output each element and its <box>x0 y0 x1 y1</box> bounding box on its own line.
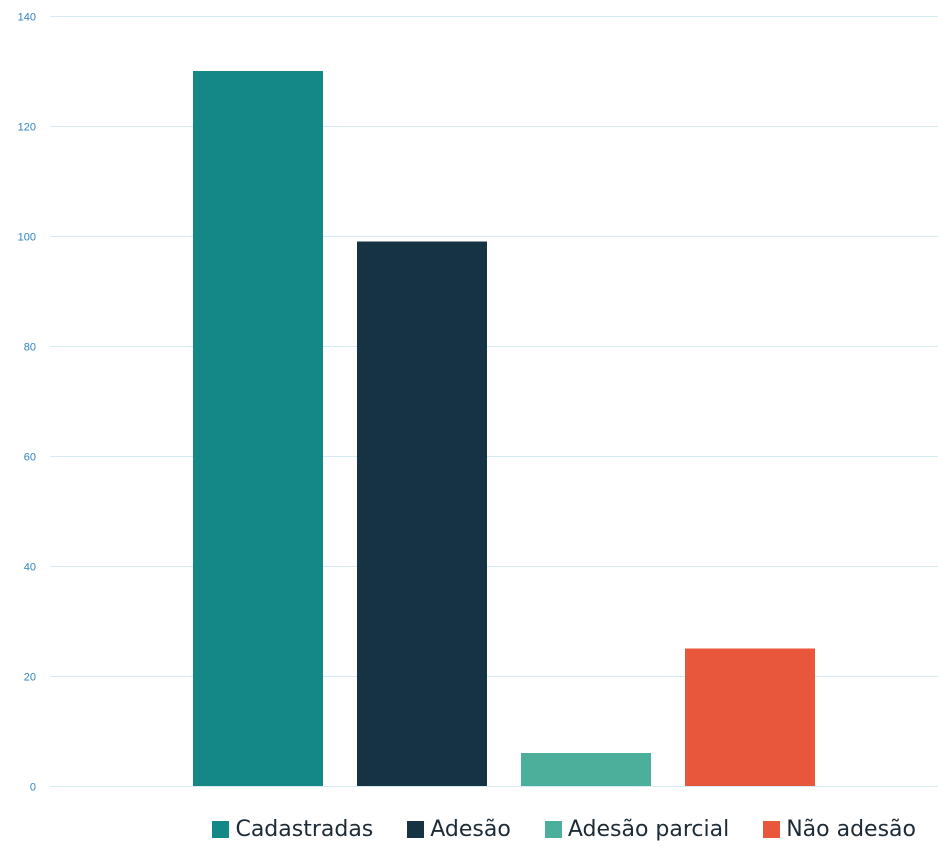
legend-swatch-adesao-parcial <box>544 820 562 838</box>
legend-swatch-nao-adesao <box>763 820 781 838</box>
chart-plot-area: 0 20 40 60 80 100 120 140 <box>18 12 938 794</box>
y-tick-label: 120 <box>18 122 36 134</box>
legend-swatch-adesao <box>407 820 425 838</box>
legend-item-adesao: Adesão <box>407 817 511 842</box>
y-tick-label: 40 <box>24 562 36 574</box>
bar-adesao-parcial <box>521 753 651 786</box>
legend-label-adesao: Adesão <box>430 816 511 842</box>
bar-adesao <box>357 241 487 786</box>
y-tick-label: 80 <box>24 342 36 354</box>
y-tick-label: 140 <box>18 12 36 24</box>
y-tick-label: 20 <box>24 672 36 684</box>
bar-nao-adesao <box>685 648 815 786</box>
legend-swatch-cadastradas <box>212 820 230 838</box>
legend-label-cadastradas: Cadastradas <box>235 816 374 842</box>
legend-label-adesao-parcial: Adesão parcial <box>567 816 730 842</box>
legend-item-adesao-parcial: Adesão parcial <box>544 816 730 842</box>
y-tick-label: 60 <box>24 452 36 464</box>
legend-item-nao-adesao: Não adesão <box>763 817 916 842</box>
legend-item-cadastradas: Cadastradas <box>212 817 373 842</box>
bar-cadastradas <box>193 71 323 786</box>
legend-label-nao-adesao: Não adesão <box>786 816 916 842</box>
chart-legend: Cadastradas Adesão Adesão parcial Não ad… <box>0 812 938 846</box>
y-tick-label: 100 <box>18 232 36 244</box>
y-tick-label: 0 <box>30 782 36 794</box>
